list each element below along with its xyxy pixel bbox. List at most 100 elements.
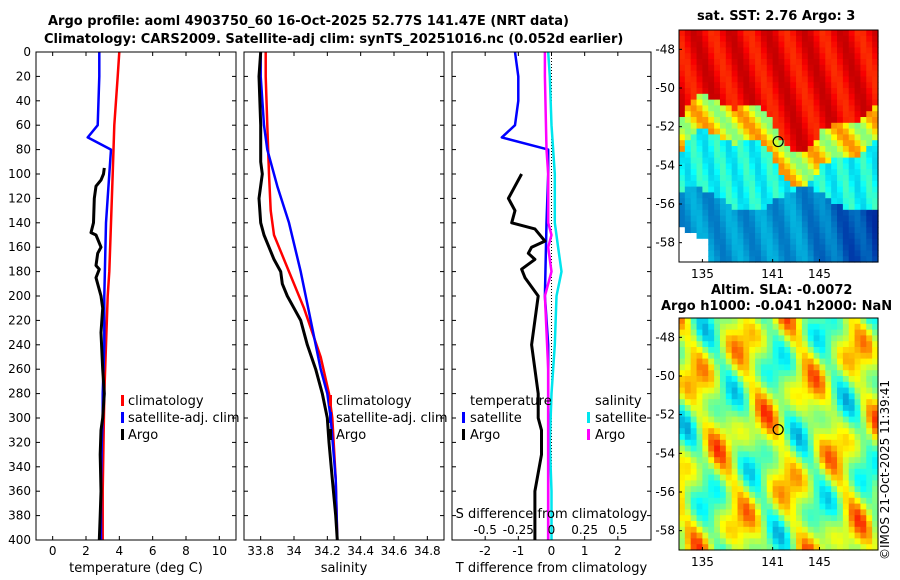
map-cell xyxy=(796,526,803,534)
map-cell xyxy=(854,422,862,429)
map-cell xyxy=(743,233,750,240)
map-cell xyxy=(813,175,821,182)
map-cell xyxy=(702,393,709,400)
map-cell xyxy=(714,64,721,72)
map-cell xyxy=(825,111,832,118)
map-cell xyxy=(813,169,821,176)
map-cell xyxy=(731,180,739,188)
map-cell xyxy=(743,128,750,135)
map-cell xyxy=(825,53,832,60)
map-cell xyxy=(819,538,826,545)
map-cell xyxy=(714,463,721,470)
map-cell xyxy=(801,538,809,545)
map-cell xyxy=(842,544,850,551)
map-cell xyxy=(854,492,862,499)
map-cell xyxy=(702,468,709,476)
legend-swatch xyxy=(329,395,332,406)
map-cell xyxy=(854,30,862,37)
map-cell xyxy=(801,509,809,516)
map-cell xyxy=(837,233,844,240)
map-cell xyxy=(872,198,879,205)
map-cell xyxy=(790,538,797,545)
map-cell xyxy=(684,428,692,435)
map-cell xyxy=(860,53,867,60)
map-cell xyxy=(819,497,826,505)
map-cell xyxy=(784,209,791,217)
map-cell xyxy=(679,422,686,429)
map-cell xyxy=(854,244,862,251)
map-cell xyxy=(837,128,844,135)
map-cell xyxy=(837,180,844,188)
map-cell xyxy=(702,329,709,336)
map-cell xyxy=(831,163,838,170)
map-cell xyxy=(737,445,744,452)
map-cell xyxy=(690,497,698,505)
map-cell xyxy=(679,521,686,528)
map-cell xyxy=(860,323,867,331)
map-cell xyxy=(702,509,709,516)
map-cell xyxy=(801,387,809,394)
map-cell xyxy=(760,111,768,118)
map-cell xyxy=(872,163,879,170)
map-cell xyxy=(737,233,744,240)
map-cell xyxy=(819,381,826,389)
map-cell xyxy=(702,341,709,348)
map-cell xyxy=(848,352,856,360)
map-cell xyxy=(801,163,809,170)
map-cell xyxy=(825,341,832,348)
map-cell xyxy=(872,422,879,429)
map-cell xyxy=(755,233,762,240)
map-cell xyxy=(831,256,838,263)
map-cell xyxy=(819,93,826,101)
map-cell xyxy=(813,256,821,263)
map-cell xyxy=(725,486,733,493)
map-cell xyxy=(796,445,803,452)
map-cell xyxy=(807,175,815,182)
map-cell xyxy=(731,352,739,360)
map-cell xyxy=(766,53,774,60)
map-cell xyxy=(679,93,686,101)
map-cell xyxy=(842,329,850,336)
map-cell xyxy=(743,474,750,481)
map-cell xyxy=(842,192,850,199)
map-cell xyxy=(684,387,692,394)
y-tick-label: -48 xyxy=(655,330,675,344)
map-cell xyxy=(837,47,844,54)
map-cell xyxy=(807,352,815,360)
map-cell xyxy=(825,238,832,246)
map-cell xyxy=(807,451,815,458)
map-cell xyxy=(860,497,867,505)
map-cell xyxy=(760,410,768,418)
map-cell xyxy=(801,544,809,551)
map-cell xyxy=(731,233,739,240)
map-cell xyxy=(737,370,744,377)
map-cell xyxy=(725,405,733,412)
map-cell xyxy=(801,82,809,89)
map-cell xyxy=(860,463,867,470)
map-cell xyxy=(872,364,879,371)
map-cell xyxy=(684,117,692,124)
map-cell xyxy=(801,463,809,470)
legend-label: climatology xyxy=(128,394,204,409)
map-cell xyxy=(690,134,698,141)
map-cell xyxy=(866,480,873,487)
map-cell xyxy=(807,428,815,435)
map-cell xyxy=(801,434,809,441)
map-cell xyxy=(772,387,780,394)
map-cell xyxy=(807,521,815,528)
map-cell xyxy=(708,364,715,371)
map-cell xyxy=(854,538,862,545)
map-cell xyxy=(790,439,797,447)
map-cell xyxy=(708,151,715,159)
map-cell xyxy=(842,117,850,124)
map-cell xyxy=(684,198,692,205)
map-cell xyxy=(714,128,721,135)
map-cell xyxy=(778,64,785,72)
map-cell xyxy=(848,221,856,228)
map-cell xyxy=(679,209,686,217)
map-cell xyxy=(684,186,692,193)
map-cell xyxy=(778,238,785,246)
map-cell xyxy=(766,434,774,441)
map-cell xyxy=(766,250,774,257)
map-cell xyxy=(731,387,739,394)
